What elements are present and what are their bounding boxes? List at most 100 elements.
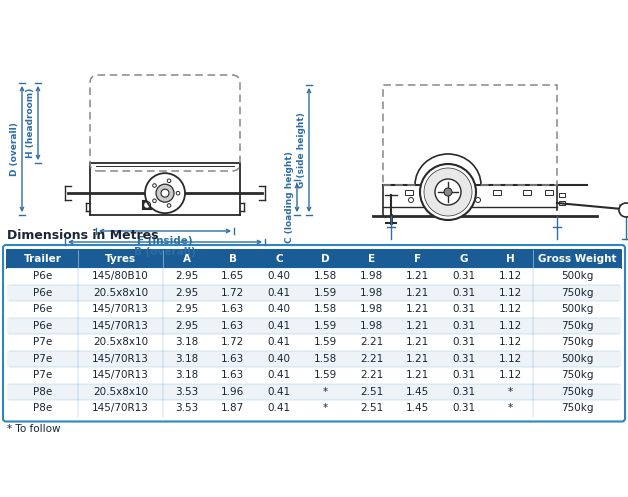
Text: A: A: [183, 254, 190, 264]
Text: 1.59: 1.59: [313, 288, 337, 298]
Text: 750kg: 750kg: [561, 387, 593, 397]
Text: H: H: [506, 254, 514, 264]
Text: 1.63: 1.63: [221, 304, 244, 314]
Text: 145/70R13: 145/70R13: [92, 354, 149, 364]
Text: 3.18: 3.18: [175, 337, 198, 347]
Text: 1.12: 1.12: [499, 354, 522, 364]
Text: G: G: [460, 254, 468, 264]
Text: 3.53: 3.53: [175, 387, 198, 397]
Text: 2.21: 2.21: [360, 337, 383, 347]
Circle shape: [153, 184, 156, 187]
Text: B: B: [229, 254, 237, 264]
Text: 0.31: 0.31: [452, 354, 475, 364]
Text: *: *: [323, 403, 328, 413]
Text: 145/70R13: 145/70R13: [92, 403, 149, 413]
Text: 0.41: 0.41: [268, 288, 291, 298]
Text: 0.41: 0.41: [268, 337, 291, 347]
Bar: [7, 350, 621, 367]
Circle shape: [167, 204, 171, 207]
Circle shape: [444, 188, 452, 196]
Text: 750kg: 750kg: [561, 337, 593, 347]
Bar: [421, 190, 429, 195]
Bar: [7, 318, 621, 334]
Text: 1.45: 1.45: [406, 387, 429, 397]
Text: C (loading height): C (loading height): [285, 152, 294, 244]
Text: 1.72: 1.72: [221, 288, 244, 298]
Circle shape: [475, 197, 480, 202]
Circle shape: [176, 191, 180, 195]
Text: P8e: P8e: [33, 387, 52, 397]
Text: G (side height): G (side height): [297, 112, 306, 188]
Circle shape: [161, 189, 169, 197]
Text: 2.95: 2.95: [175, 321, 198, 331]
Text: 1.12: 1.12: [499, 304, 522, 314]
Text: P6e: P6e: [33, 288, 52, 298]
Text: 1.21: 1.21: [406, 288, 429, 298]
Circle shape: [167, 179, 171, 182]
Text: 0.40: 0.40: [268, 271, 291, 281]
Text: 1.21: 1.21: [406, 354, 429, 364]
Text: C: C: [275, 254, 283, 264]
Text: 145/70R13: 145/70R13: [92, 304, 149, 314]
Text: 1.58: 1.58: [313, 271, 337, 281]
Text: P7e: P7e: [33, 337, 52, 347]
Text: 1.58: 1.58: [313, 304, 337, 314]
Text: 1.96: 1.96: [221, 387, 244, 397]
Text: 500kg: 500kg: [561, 271, 593, 281]
Text: 145/70R13: 145/70R13: [92, 321, 149, 331]
Text: 1.12: 1.12: [499, 288, 522, 298]
Text: Gross Weight: Gross Weight: [538, 254, 616, 264]
Text: D (overall): D (overall): [10, 122, 19, 176]
Text: 750kg: 750kg: [561, 288, 593, 298]
Circle shape: [156, 184, 174, 202]
Text: 3.18: 3.18: [175, 370, 198, 380]
Text: P6e: P6e: [33, 304, 52, 314]
Text: 750kg: 750kg: [561, 403, 593, 413]
Text: 1.98: 1.98: [360, 321, 383, 331]
Text: 0.31: 0.31: [452, 403, 475, 413]
Text: F (inside): F (inside): [137, 236, 193, 246]
Text: 1.21: 1.21: [406, 321, 429, 331]
Text: 0.31: 0.31: [452, 271, 475, 281]
Bar: [7, 334, 621, 350]
Circle shape: [420, 164, 476, 220]
Text: P8e: P8e: [33, 403, 52, 413]
Text: 1.59: 1.59: [313, 337, 337, 347]
Circle shape: [619, 203, 628, 217]
Text: Trailer: Trailer: [23, 254, 62, 264]
Text: 2.95: 2.95: [175, 271, 198, 281]
Text: 1.63: 1.63: [221, 370, 244, 380]
Text: 1.98: 1.98: [360, 304, 383, 314]
Text: P6e: P6e: [33, 271, 52, 281]
Circle shape: [153, 199, 156, 203]
Bar: [7, 384, 621, 400]
Text: 0.41: 0.41: [268, 370, 291, 380]
Bar: [7, 284, 621, 301]
Text: 1.63: 1.63: [221, 354, 244, 364]
Bar: [458, 190, 466, 195]
Text: 0.41: 0.41: [268, 321, 291, 331]
Text: 1.87: 1.87: [221, 403, 244, 413]
Text: Tyres: Tyres: [105, 254, 136, 264]
Text: 2.21: 2.21: [360, 354, 383, 364]
Bar: [7, 301, 621, 318]
Text: 20.5x8x10: 20.5x8x10: [93, 337, 148, 347]
Text: 1.21: 1.21: [406, 370, 429, 380]
Text: 1.21: 1.21: [406, 271, 429, 281]
Text: 500kg: 500kg: [561, 304, 593, 314]
Text: 1.98: 1.98: [360, 288, 383, 298]
Circle shape: [408, 197, 413, 202]
Text: 1.63: 1.63: [221, 321, 244, 331]
Text: 2.95: 2.95: [175, 288, 198, 298]
Bar: [523, 190, 531, 195]
Text: 0.31: 0.31: [452, 288, 475, 298]
Text: 3.18: 3.18: [175, 354, 198, 364]
Bar: [7, 367, 621, 384]
Text: 20.5x8x10: 20.5x8x10: [93, 288, 148, 298]
Bar: [559, 201, 565, 205]
Text: H (headroom): H (headroom): [26, 88, 35, 158]
Text: 1.12: 1.12: [499, 370, 522, 380]
Circle shape: [435, 179, 461, 205]
Bar: [7, 400, 621, 416]
Text: 1.72: 1.72: [221, 337, 244, 347]
